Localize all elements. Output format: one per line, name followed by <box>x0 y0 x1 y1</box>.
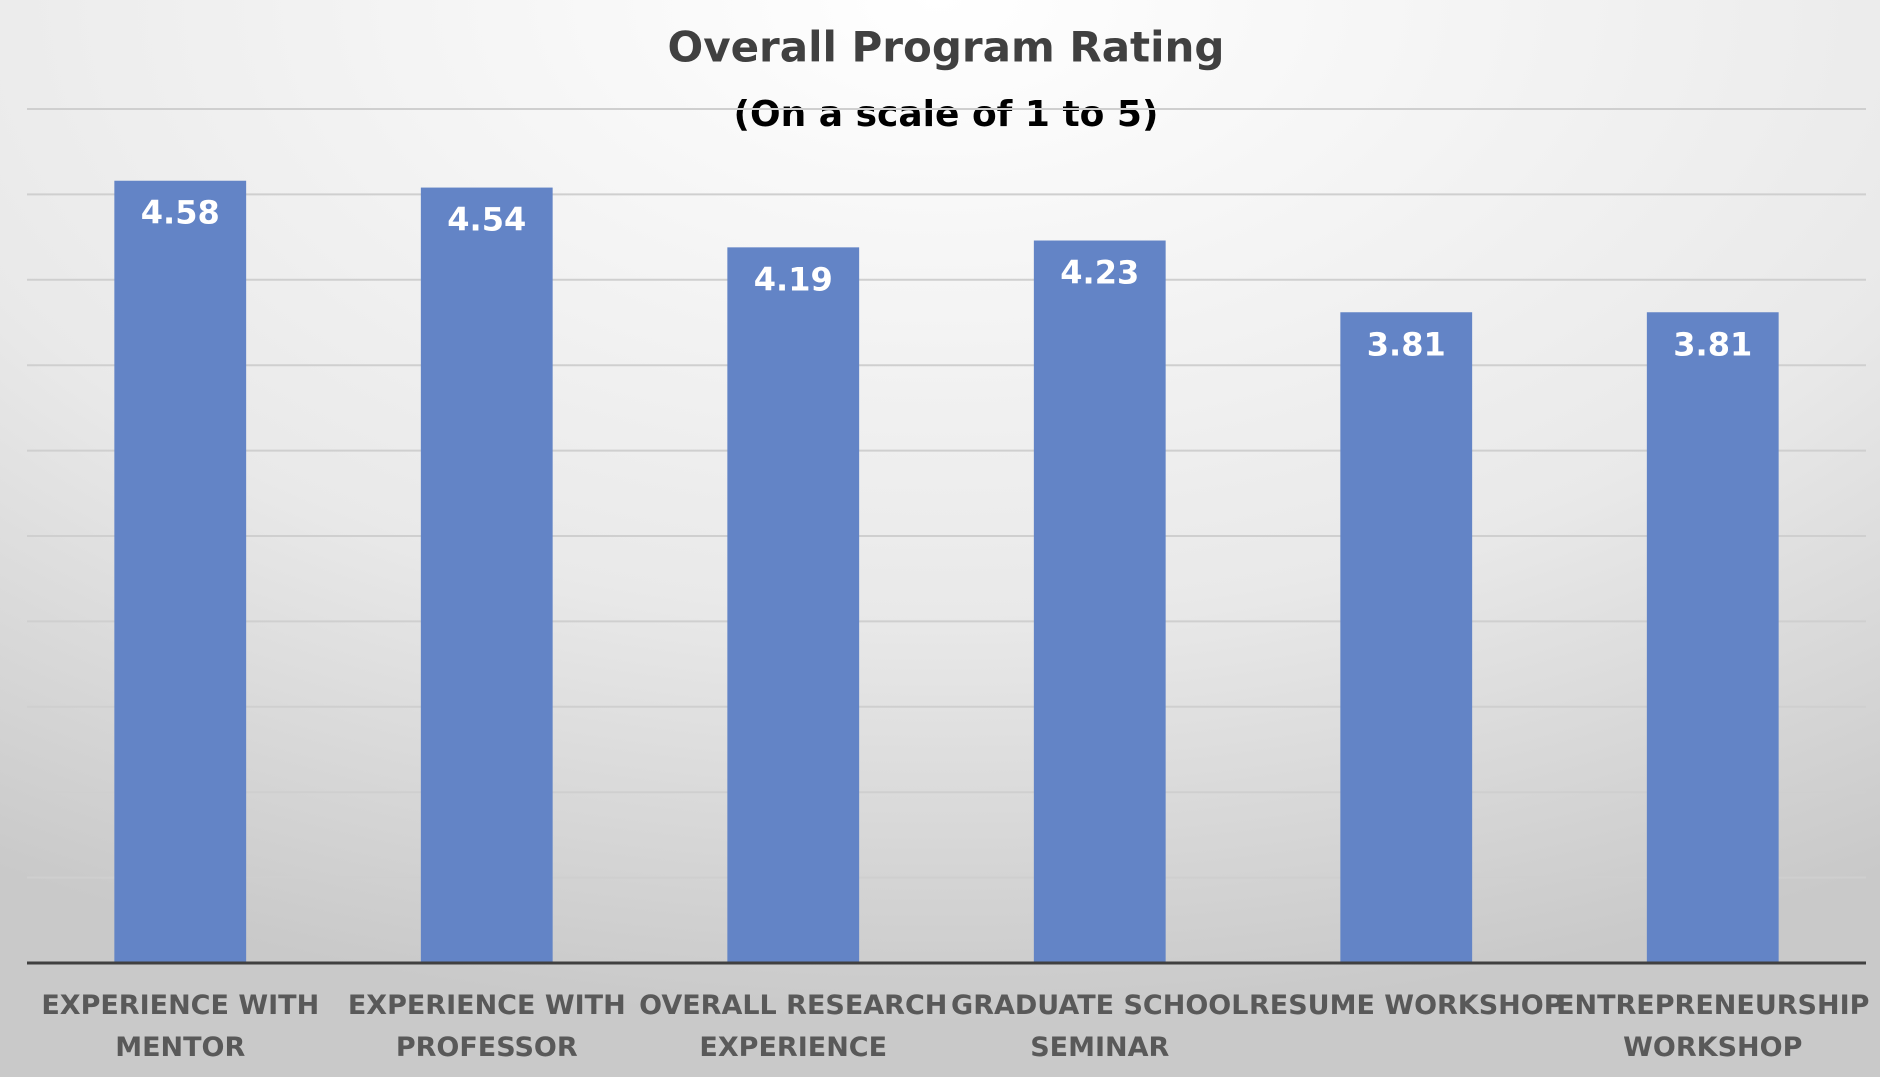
data-label: 4.54 <box>447 201 526 239</box>
x-tick-label: GRADUATE SCHOOL SEMINAR <box>951 990 1248 1063</box>
bar <box>727 247 860 963</box>
chart-subtitle: (On a scale of 1 to 5) <box>734 94 1159 135</box>
bar <box>1340 312 1473 963</box>
chart-title: Overall Program Rating <box>667 23 1224 72</box>
bar <box>420 187 553 963</box>
data-label: 3.81 <box>1673 325 1752 363</box>
x-tick-label: ENTREPRENEURSHIP WORKSHOP <box>1556 990 1869 1063</box>
data-label: 4.23 <box>1060 254 1139 292</box>
x-tick-label: EXPERIENCE WITH PROFESSOR <box>348 990 626 1063</box>
data-label: 4.58 <box>141 194 220 232</box>
x-tick-label: EXPERIENCE WITH MENTOR <box>41 990 319 1063</box>
data-label: 4.19 <box>754 260 833 298</box>
bar <box>114 180 247 964</box>
x-tick-label: RESUME WORKSHOP <box>1249 990 1564 1021</box>
data-label: 3.81 <box>1367 325 1446 363</box>
bar <box>1646 312 1779 963</box>
bar <box>1033 240 1166 964</box>
x-tick-label: OVERALL RESEARCH EXPERIENCE <box>639 990 947 1063</box>
